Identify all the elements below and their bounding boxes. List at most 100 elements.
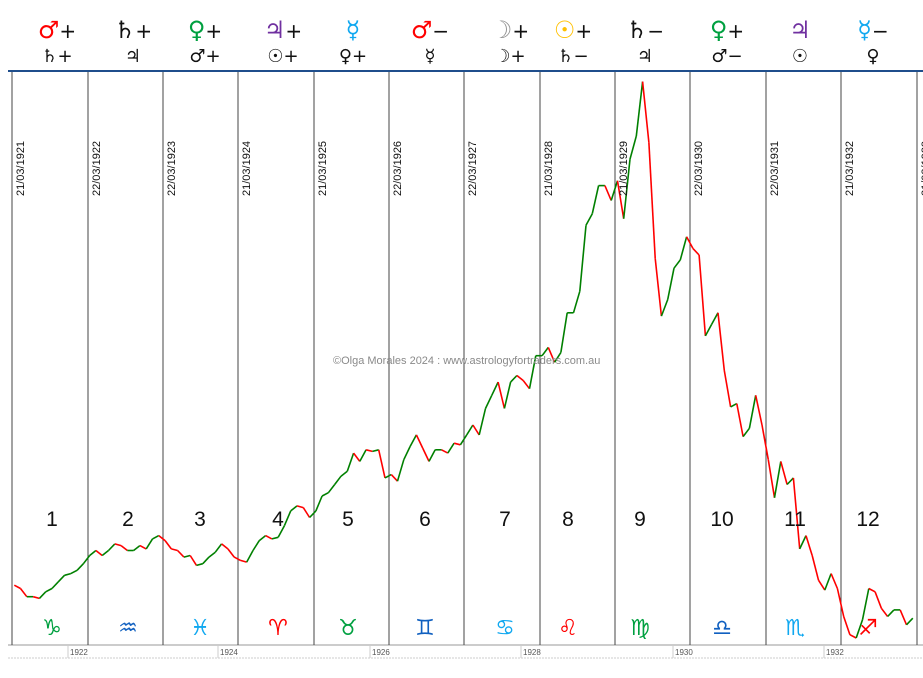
x-tick-label: 1926 xyxy=(372,648,390,657)
zodiac-sign-icon: ♊ xyxy=(415,616,435,641)
price-segment xyxy=(409,434,418,447)
zodiac-sign-icon: ♒ xyxy=(118,616,138,641)
price-segment xyxy=(152,534,160,540)
column-date: 22/03/1922 xyxy=(91,140,103,196)
price-segment xyxy=(736,403,744,437)
price-segment xyxy=(377,449,386,479)
price-segment xyxy=(321,491,329,497)
price-segment xyxy=(660,299,669,317)
price-segment xyxy=(240,559,247,563)
price-segment xyxy=(547,347,556,363)
planet-glyph-icon: ☉ xyxy=(267,46,284,67)
price-segment xyxy=(836,588,845,617)
price-segment xyxy=(145,538,154,550)
price-segment xyxy=(585,213,594,226)
planet-glyph-icon: ☿ xyxy=(857,16,872,44)
price-segment xyxy=(491,381,499,396)
price-segment xyxy=(648,142,656,259)
price-segment xyxy=(466,424,474,436)
price-segment xyxy=(610,180,619,201)
column-number: 4 xyxy=(272,508,284,531)
price-segment xyxy=(177,549,185,558)
price-segment xyxy=(403,446,411,461)
price-segment xyxy=(252,540,260,551)
aspect-sign: − xyxy=(573,46,589,67)
price-segment xyxy=(754,395,763,426)
price-segment xyxy=(666,268,675,300)
price-segment xyxy=(654,258,663,317)
column-date: 22/03/1930 xyxy=(693,140,705,196)
price-segment xyxy=(309,510,317,519)
planet-glyph-icon: ♂ xyxy=(410,16,433,44)
price-segment xyxy=(453,442,461,446)
price-segment xyxy=(622,159,631,219)
price-segment xyxy=(786,477,794,486)
price-segment xyxy=(208,551,216,558)
zodiac-sign-icon: ♏ xyxy=(785,616,805,641)
zodiac-sign-icon: ♈ xyxy=(268,616,288,641)
price-segment xyxy=(685,236,694,249)
price-segment xyxy=(497,381,506,409)
planet-glyph-icon: ♀ xyxy=(187,16,206,44)
planet-glyph-icon: ♀ xyxy=(866,46,880,67)
price-segment xyxy=(579,225,587,292)
x-tick-label: 1922 xyxy=(70,648,88,657)
planet-glyph-icon: ☉ xyxy=(553,16,576,44)
watermark: ©Olga Morales 2024 : www.astrologyfortra… xyxy=(333,355,601,367)
column-date: 21/03/1928 xyxy=(543,140,555,196)
price-segment xyxy=(560,312,568,353)
planet-glyph-icon: ☿ xyxy=(424,46,436,67)
price-segment xyxy=(641,81,650,143)
price-segment xyxy=(899,609,908,626)
aspect-sign: − xyxy=(871,19,889,43)
price-segment xyxy=(315,495,323,512)
price-segment xyxy=(710,312,719,325)
price-segment xyxy=(528,355,537,389)
price-segment xyxy=(372,449,379,453)
column-number: 2 xyxy=(122,508,134,531)
price-segment xyxy=(447,442,455,454)
column-number: 6 xyxy=(419,508,431,531)
price-segment xyxy=(196,562,204,567)
price-segment xyxy=(359,449,367,462)
price-segment xyxy=(861,588,870,620)
price-segment xyxy=(365,449,373,453)
price-segment xyxy=(717,312,726,371)
price-segment xyxy=(635,81,644,137)
planet-glyph-icon: ♂ xyxy=(711,46,728,67)
price-segment xyxy=(811,555,820,581)
aspect-sign: − xyxy=(647,19,665,43)
price-segment xyxy=(76,563,84,571)
price-segment xyxy=(233,556,241,562)
planet-glyph-icon: ♂ xyxy=(189,46,206,67)
price-segment xyxy=(38,591,47,599)
price-segment xyxy=(334,475,342,485)
price-segment xyxy=(522,380,531,390)
price-segment xyxy=(352,452,361,462)
price-segment xyxy=(107,543,116,552)
price-segment xyxy=(830,573,839,589)
price-segment xyxy=(64,572,72,577)
x-tick-label: 1924 xyxy=(220,648,238,657)
aspect-sign: + xyxy=(205,19,223,43)
price-segment xyxy=(742,427,751,438)
planet-glyph-icon: ♄ xyxy=(41,46,58,67)
price-segment xyxy=(855,619,864,639)
price-segment xyxy=(327,484,336,494)
planet-glyph-icon: ☽ xyxy=(490,16,513,44)
price-segment xyxy=(591,185,600,214)
aspect-sign: + xyxy=(285,19,303,43)
price-segment xyxy=(340,470,348,477)
column-date: 21/03/1932 xyxy=(844,140,856,196)
planet-glyph-icon: ♃ xyxy=(263,16,286,44)
x-tick-label: 1930 xyxy=(675,648,693,657)
price-segment xyxy=(679,236,688,261)
aspect-sign: − xyxy=(727,46,743,67)
price-segment xyxy=(70,569,78,575)
column-number: 9 xyxy=(634,508,646,531)
planet-glyph-icon: ☽ xyxy=(494,46,511,67)
price-segment xyxy=(32,595,40,600)
price-segment xyxy=(484,394,493,409)
zodiac-sign-icon: ♐ xyxy=(858,616,878,641)
